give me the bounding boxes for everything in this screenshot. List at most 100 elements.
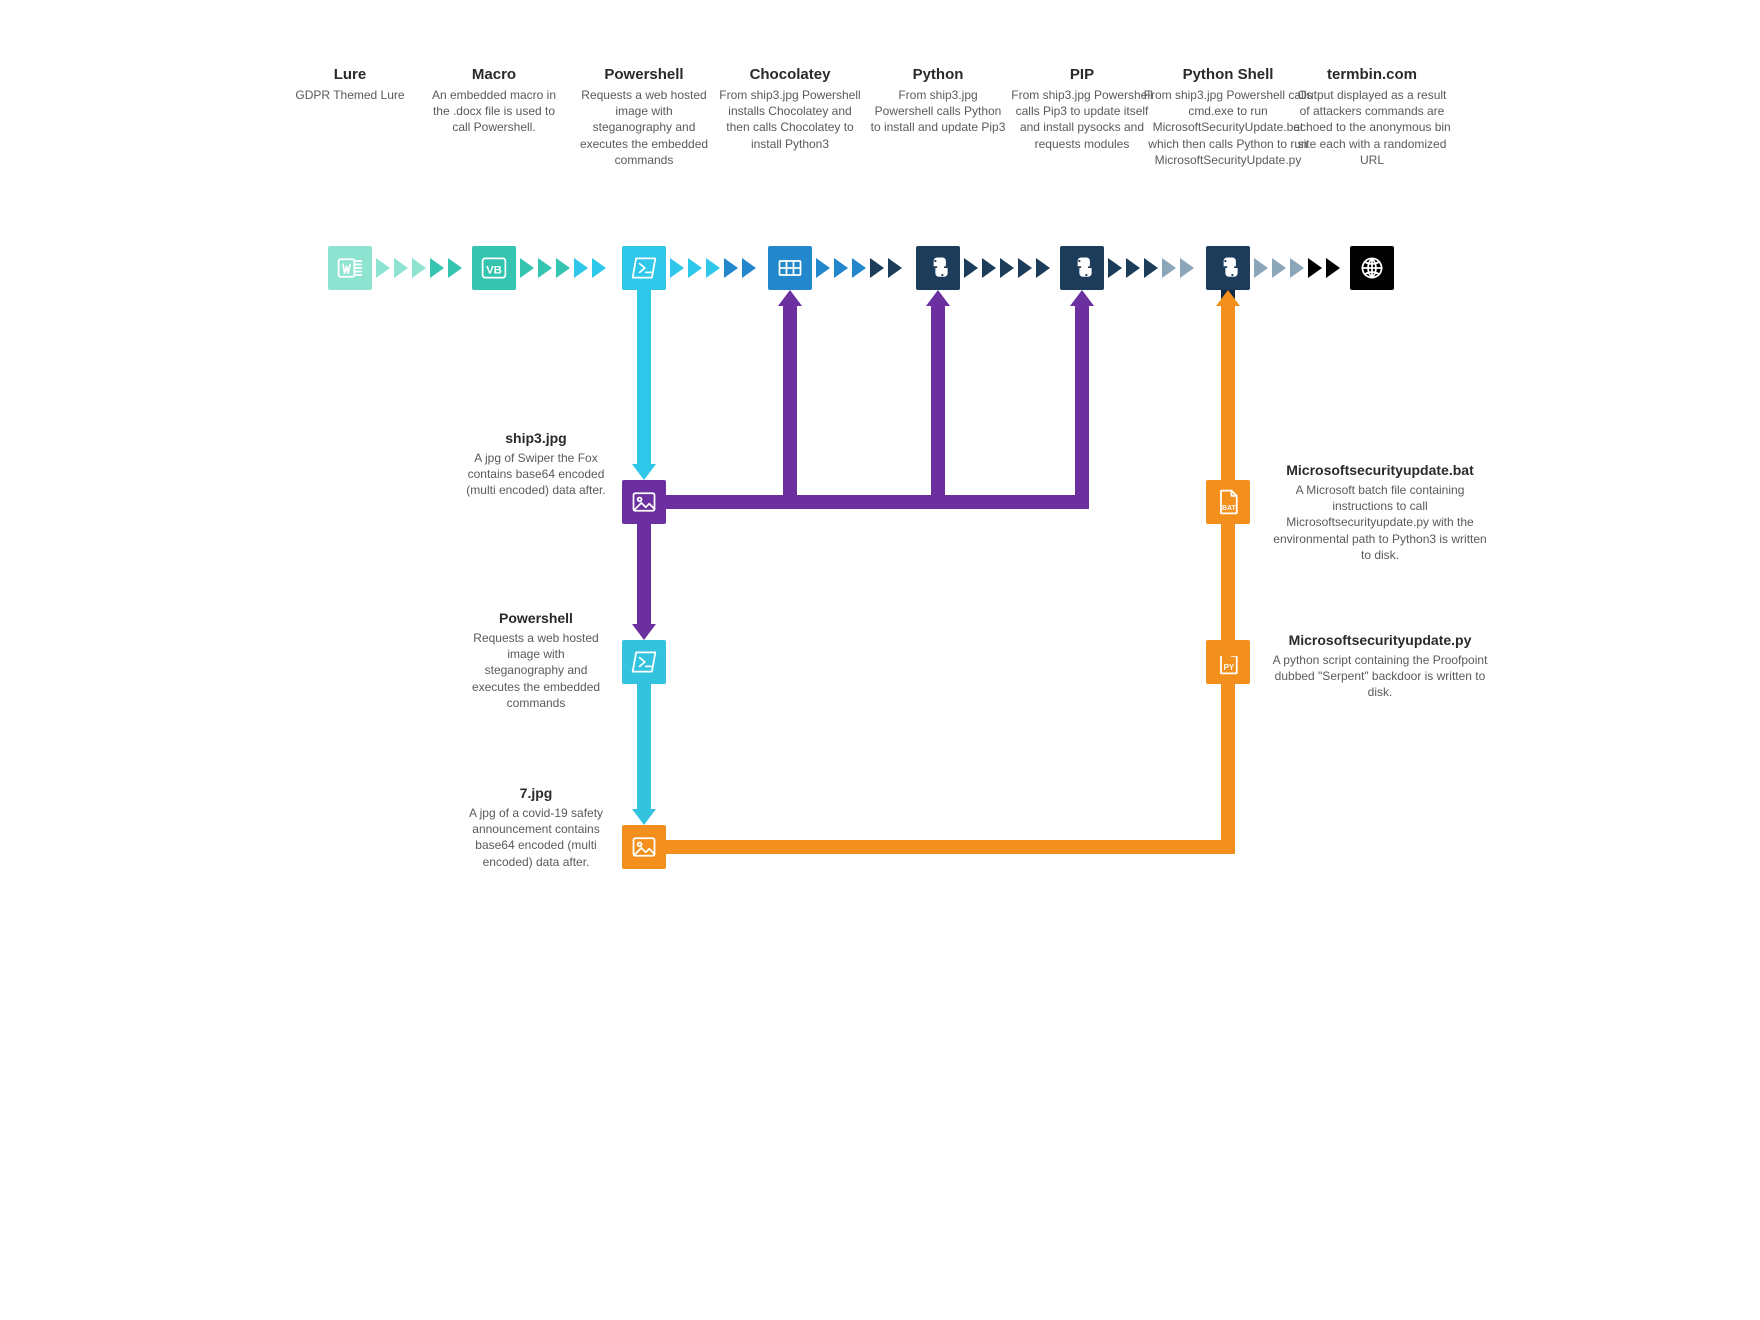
top-header-5: PIP From ship3.jpg Powershell calls Pip3 … — [1007, 66, 1157, 152]
node-word — [328, 246, 372, 290]
node-powershell-2 — [622, 640, 666, 684]
edge-ship3-riser-tip-4 — [926, 290, 950, 306]
top-flow-4-chevron-4 — [1036, 258, 1054, 278]
top-flow-1-chevron-2 — [556, 258, 574, 278]
side-title-ps2: Powershell — [466, 610, 606, 626]
top-flow-4-chevron-1 — [982, 258, 1000, 278]
top-flow-0-chevron-4 — [448, 258, 466, 278]
top-header-title-7: termbin.com — [1292, 66, 1452, 83]
edge-ship3-to-ps2-tip — [632, 624, 656, 640]
top-flow-1-chevron-1 — [538, 258, 556, 278]
top-header-title-6: Python Shell — [1138, 66, 1318, 83]
top-flow-5-chevron-0 — [1108, 258, 1126, 278]
top-flow-6-chevron-3 — [1308, 258, 1326, 278]
edge-orange-tip-into-pyshell — [1216, 290, 1240, 306]
top-header-desc-5: From ship3.jpg Powershell calls Pip3 to … — [1007, 87, 1157, 152]
top-header-0: Lure GDPR Themed Lure — [290, 66, 410, 103]
side-desc-seven: A jpg of a covid-19 safety announcement … — [466, 805, 606, 870]
svg-text:BAT: BAT — [1222, 505, 1237, 512]
top-flow-3-chevron-0 — [816, 258, 834, 278]
node-python — [916, 246, 960, 290]
svg-text:PY: PY — [1224, 663, 1235, 672]
node-pip — [1060, 246, 1104, 290]
top-header-title-5: PIP — [1007, 66, 1157, 83]
top-flow-1-chevron-0 — [520, 258, 538, 278]
edge-ship3-riser-4 — [931, 306, 945, 495]
top-header-3: Chocolatey From ship3.jpg Powershell inst… — [715, 66, 865, 152]
top-header-desc-3: From ship3.jpg Powershell installs Choco… — [715, 87, 865, 152]
node-7-jpg — [622, 825, 666, 869]
top-flow-0-chevron-2 — [412, 258, 430, 278]
top-flow-0-chevron-0 — [376, 258, 394, 278]
side-title-msbat: Microsoftsecurityupdate.bat — [1270, 462, 1490, 478]
top-flow-4-chevron-3 — [1018, 258, 1036, 278]
side-desc-ps2: Requests a web hosted image with stegano… — [466, 630, 606, 711]
top-flow-4-chevron-0 — [964, 258, 982, 278]
side-label-msbat: Microsoftsecurityupdate.bat A Microsoft b… — [1270, 462, 1490, 563]
side-desc-mspy: A python script containing the Proofpoin… — [1270, 652, 1490, 701]
edge-7jpg-bus — [666, 840, 1235, 854]
top-header-7: termbin.com Output displayed as a result … — [1292, 66, 1452, 168]
top-header-1: MacroAn embedded macro in the .docx file… — [427, 66, 562, 136]
top-header-title-0: Lure — [290, 66, 410, 83]
top-flow-3-chevron-3 — [870, 258, 888, 278]
node-python-shell — [1206, 246, 1250, 290]
edge-ship3-riser-tip-3 — [778, 290, 802, 306]
top-flow-5-chevron-2 — [1144, 258, 1162, 278]
edge-ps-to-ship3-tip — [632, 464, 656, 480]
top-flow-6-chevron-4 — [1326, 258, 1344, 278]
svg-text:VB: VB — [486, 264, 502, 276]
edge-orange-bat-to-pyshell — [1221, 306, 1235, 480]
top-flow-3-chevron-2 — [852, 258, 870, 278]
edge-ship3-riser-5 — [1075, 306, 1089, 495]
top-header-desc-2: Requests a web hosted image with stegano… — [574, 87, 714, 168]
node-vb-macro: VB — [472, 246, 516, 290]
top-flow-6-chevron-1 — [1272, 258, 1290, 278]
top-flow-5-chevron-1 — [1126, 258, 1144, 278]
side-title-ship3: ship3.jpg — [466, 430, 606, 446]
top-header-desc-7: Output displayed as a result of attacker… — [1292, 87, 1452, 168]
edge-orange-py-to-bat — [1221, 524, 1235, 640]
top-flow-1-chevron-3 — [574, 258, 592, 278]
side-label-ps2: Powershell Requests a web hosted image wi… — [466, 610, 606, 711]
top-flow-3-chevron-1 — [834, 258, 852, 278]
edge-orange-up-to-py — [1221, 684, 1235, 840]
side-desc-msbat: A Microsoft batch file containing instru… — [1270, 482, 1490, 563]
edge-ps2-to-7jpg-tip — [632, 809, 656, 825]
top-flow-5-chevron-3 — [1162, 258, 1180, 278]
top-header-desc-6: From ship3.jpg Powershell calls cmd.exe … — [1138, 87, 1318, 168]
top-flow-2-chevron-0 — [670, 258, 688, 278]
side-label-ship3: ship3.jpgA jpg of Swiper the Fox contain… — [466, 430, 606, 499]
top-flow-0-chevron-3 — [430, 258, 448, 278]
node-termbin — [1350, 246, 1394, 290]
top-flow-2-chevron-1 — [688, 258, 706, 278]
top-flow-0-chevron-1 — [394, 258, 412, 278]
top-header-6: Python Shell From ship3.jpg Powershell ca… — [1138, 66, 1318, 168]
top-flow-3-chevron-4 — [888, 258, 906, 278]
side-title-seven: 7.jpg — [466, 785, 606, 801]
top-header-title-2: Powershell — [574, 66, 714, 83]
attack-chain-diagram: Lure GDPR Themed Lure MacroAn embedded mac… — [240, 0, 1520, 960]
top-header-title-3: Chocolatey — [715, 66, 865, 83]
top-flow-6-chevron-0 — [1254, 258, 1272, 278]
top-header-desc-0: GDPR Themed Lure — [290, 87, 410, 103]
edge-ship3-to-ps2 — [637, 524, 651, 624]
top-flow-2-chevron-3 — [724, 258, 742, 278]
side-title-mspy: Microsoftsecurityupdate.py — [1270, 632, 1490, 648]
top-flow-4-chevron-2 — [1000, 258, 1018, 278]
side-label-seven: 7.jpg A jpg of a covid-19 safety announce… — [466, 785, 606, 870]
node-powershell — [622, 246, 666, 290]
node-ship3-jpg — [622, 480, 666, 524]
edge-ps-to-ship3 — [637, 290, 651, 464]
top-header-desc-4: From ship3.jpg Powershell calls Python t… — [868, 87, 1008, 136]
side-label-mspy: Microsoftsecurityupdate.py A python scrip… — [1270, 632, 1490, 701]
top-flow-1-chevron-4 — [592, 258, 610, 278]
node-ms-update-bat: BAT — [1206, 480, 1250, 524]
top-header-title-1: Macro — [427, 66, 562, 83]
top-flow-2-chevron-2 — [706, 258, 724, 278]
top-header-4: PythonFrom ship3.jpg Powershell calls Py… — [868, 66, 1008, 136]
edge-ship3-bus — [666, 495, 1089, 509]
top-flow-6-chevron-2 — [1290, 258, 1308, 278]
top-flow-2-chevron-4 — [742, 258, 760, 278]
top-header-2: Powershell Requests a web hosted image wi… — [574, 66, 714, 168]
